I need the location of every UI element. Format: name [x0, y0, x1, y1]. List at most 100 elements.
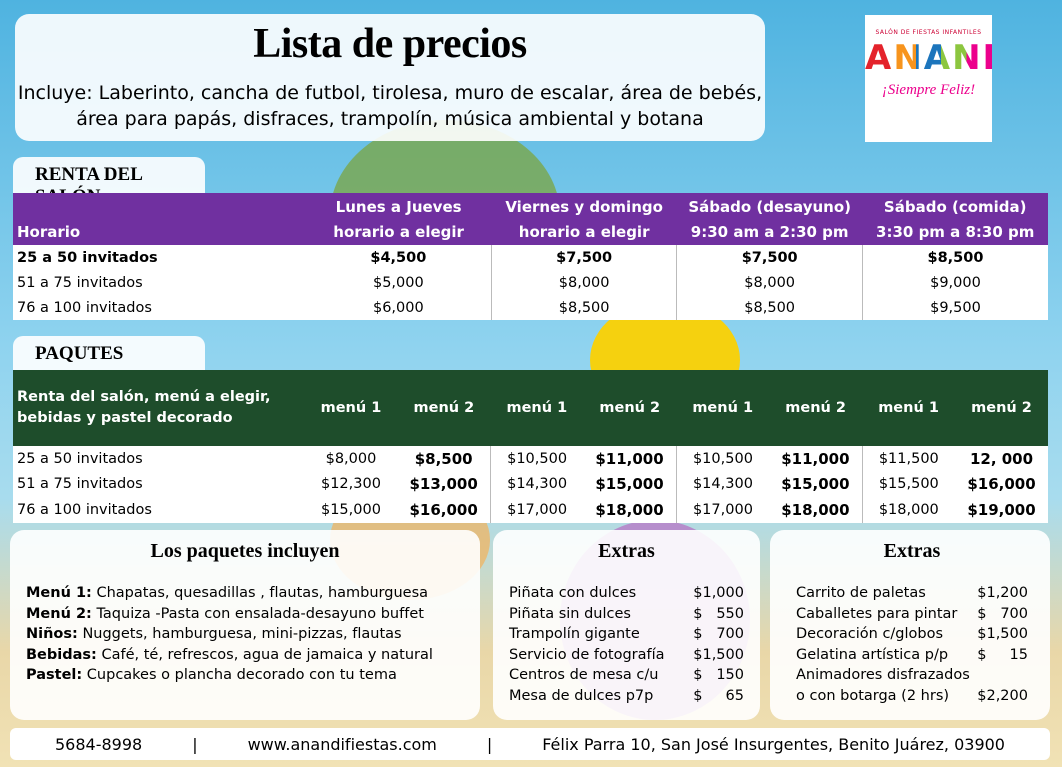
cell: $18,000: [861, 497, 956, 523]
cell: $15,000: [769, 471, 863, 497]
logo: SALÓN DE FIESTAS INFANTILES ANANDI ¡Siem…: [865, 15, 1028, 142]
item-price: $ 700: [977, 605, 1028, 622]
list-item: Centros de mesa c/u $ 150: [509, 665, 744, 686]
cell: $17,000: [675, 497, 770, 523]
list: Carrito de paletas $1,200 Caballetes para …: [796, 583, 1028, 706]
header-line: Viernes y domingo: [505, 198, 663, 216]
cell: $10,500: [675, 446, 770, 472]
cell: $16,000: [955, 471, 1048, 497]
data-row: 25 a 50 invitados $4,500 $7,500 $7,500 $8,50…: [13, 245, 1048, 270]
cell: $16,000: [397, 497, 491, 523]
cell: $17,000: [489, 497, 584, 523]
item-name: Servicio de fotografía: [509, 646, 665, 663]
list: Piñata con dulces $1,000 Piñata sin dulces…: [509, 583, 744, 706]
cell: $8,500: [676, 295, 863, 320]
rental-table: Horario Lunes a Jueves horario a elegir Vie…: [13, 193, 1048, 320]
item-text: Cupcakes o plancha decorado con tu tema: [86, 667, 397, 683]
cell: $15,500: [861, 471, 956, 497]
header-line: Horario: [17, 223, 81, 241]
header-line: Sábado (comida): [883, 198, 1027, 216]
footer-item: Félix Parra 10, San José Insurgentes, Be…: [542, 734, 1005, 754]
header-cell: menú 1: [506, 400, 568, 416]
list-item: Mesa de dulces p7p $ 65: [509, 686, 744, 707]
extras-box: Extras Carrito de paletas $1,200 Caballetes…: [770, 530, 1050, 720]
list-item: Menú 1: Chapatas, quesadillas , flautas,…: [26, 583, 464, 604]
includes-box: Los paquetes incluyen Menú 1: Chapatas, q…: [10, 530, 480, 720]
item-price: $2,200: [977, 687, 1028, 704]
item-price: $ 65: [693, 687, 744, 704]
cell: $7,500: [490, 245, 677, 270]
list-item: Menú 2: Taquiza -Pasta con ensalada-desa…: [26, 604, 464, 625]
title-box: Lista de precios Incluye: Laberinto, can…: [15, 14, 765, 141]
box-title: Extras: [883, 540, 941, 562]
header-cell: menú 1: [692, 400, 754, 416]
item-name: Piñata sin dulces: [509, 605, 631, 622]
header-cell: Viernes y domingo horario a elegir: [491, 193, 677, 245]
header-row: Horario Lunes a Jueves horario a elegir Vie…: [13, 193, 1048, 245]
cell: $8,000: [490, 270, 677, 295]
item-text: Chapatas, quesadillas , flautas, hamburg…: [96, 585, 429, 601]
includes-line: Incluye: Laberinto, cancha de futbol, ti…: [17, 82, 763, 104]
data-row: 51 a 75 invitados $12,300 $13,000 $14,300 $1…: [13, 471, 1048, 497]
packages-table: Renta del salón, menú a elegir, bebidas …: [13, 370, 1048, 523]
item-name: Animadores disfrazados o con botarga (2 …: [796, 667, 970, 704]
cell: $8,500: [861, 245, 1048, 270]
box-title: Los paquetes incluyen: [150, 540, 340, 562]
list-item: Gelatina artística p/p $ 15: [796, 645, 1028, 666]
cell: 51 a 75 invitados: [13, 270, 306, 295]
logo-slogan: ¡Siempre Feliz!: [881, 82, 976, 98]
list-item: Carrito de paletas $1,200: [796, 583, 1028, 604]
cell: $8,500: [490, 295, 677, 320]
header-cell: menú 2: [971, 400, 1032, 416]
list-item: Niños: Nuggets, hamburguesa, mini-pizzas…: [26, 624, 464, 645]
includes-text: Incluye: Laberinto, cancha de futbol, ti…: [15, 80, 765, 132]
cell: $15,000: [304, 497, 398, 523]
item-name: Centros de mesa c/u: [509, 667, 659, 683]
header-line: Sábado (desayuno): [688, 198, 852, 216]
data-row: 76 a 100 invitados $15,000 $16,000 $17,000 $…: [13, 497, 1048, 523]
cell: 76 a 100 invitados: [13, 497, 305, 523]
footer-item: www.anandifiestas.com: [247, 734, 437, 754]
header-line: [17, 195, 302, 220]
header-cell: menú 2: [785, 400, 846, 416]
item-label: Menú 1:: [26, 585, 92, 601]
item-price: $ 700: [693, 626, 744, 642]
footer: 5684-8998 | www.anandifiestas.com | Félix Pa…: [10, 728, 1050, 760]
data-row: 51 a 75 invitados $5,000 $8,000 $8,000 $9,00…: [13, 270, 1048, 295]
header-cell: menú 2: [413, 400, 475, 416]
footer-item: |: [486, 734, 493, 754]
header-cell: Renta del salón, menú a elegir, bebidas …: [17, 389, 271, 426]
logo-name: ANANDI: [865, 38, 1028, 78]
cell: 12, 000: [955, 446, 1048, 472]
header-line: 3:30 pm a 8:30 pm: [876, 223, 1035, 241]
list-item: Piñata sin dulces $ 550: [509, 604, 744, 625]
cell: $11,000: [583, 446, 677, 472]
item-price: $1,000: [693, 585, 744, 601]
item-text: Nuggets, hamburguesa, mini-pizzas, flaut…: [82, 626, 402, 642]
header-cell: Horario: [13, 193, 306, 245]
header-row: Renta del salón, menú a elegir, bebidas …: [13, 370, 1048, 446]
cell: $4,500: [305, 245, 492, 270]
item-name: Piñata con dulces: [509, 585, 637, 601]
header-cell: menú 1: [878, 400, 939, 416]
cell: $5,000: [305, 270, 492, 295]
cell: $18,000: [769, 497, 863, 523]
item-text: Taquiza -Pasta con ensalada-desayuno buf…: [96, 605, 424, 622]
cell: 76 a 100 invitados: [13, 295, 306, 320]
cell: $9,000: [861, 270, 1048, 295]
header-line: horario a elegir: [333, 223, 464, 241]
item-name: Mesa de dulces p7p: [509, 687, 654, 704]
data-row: 25 a 50 invitados $8,000 $8,500 $10,500 $11,…: [13, 446, 1048, 472]
item-price: $ 550: [693, 605, 744, 622]
includes-line: área para papás, disfraces, trampolín, m…: [76, 108, 704, 130]
logo-top: SALÓN DE FIESTAS INFANTILES: [875, 29, 982, 36]
cell: $7,500: [676, 245, 863, 270]
item-name: Decoración c/globos: [796, 626, 944, 642]
cell: $14,300: [675, 471, 770, 497]
cell: 25 a 50 invitados: [13, 245, 306, 270]
cell: $11,000: [769, 446, 863, 472]
header-cell: menú 1: [320, 400, 382, 416]
cell: $15,000: [583, 471, 677, 497]
item-label: Pastel:: [26, 667, 83, 683]
